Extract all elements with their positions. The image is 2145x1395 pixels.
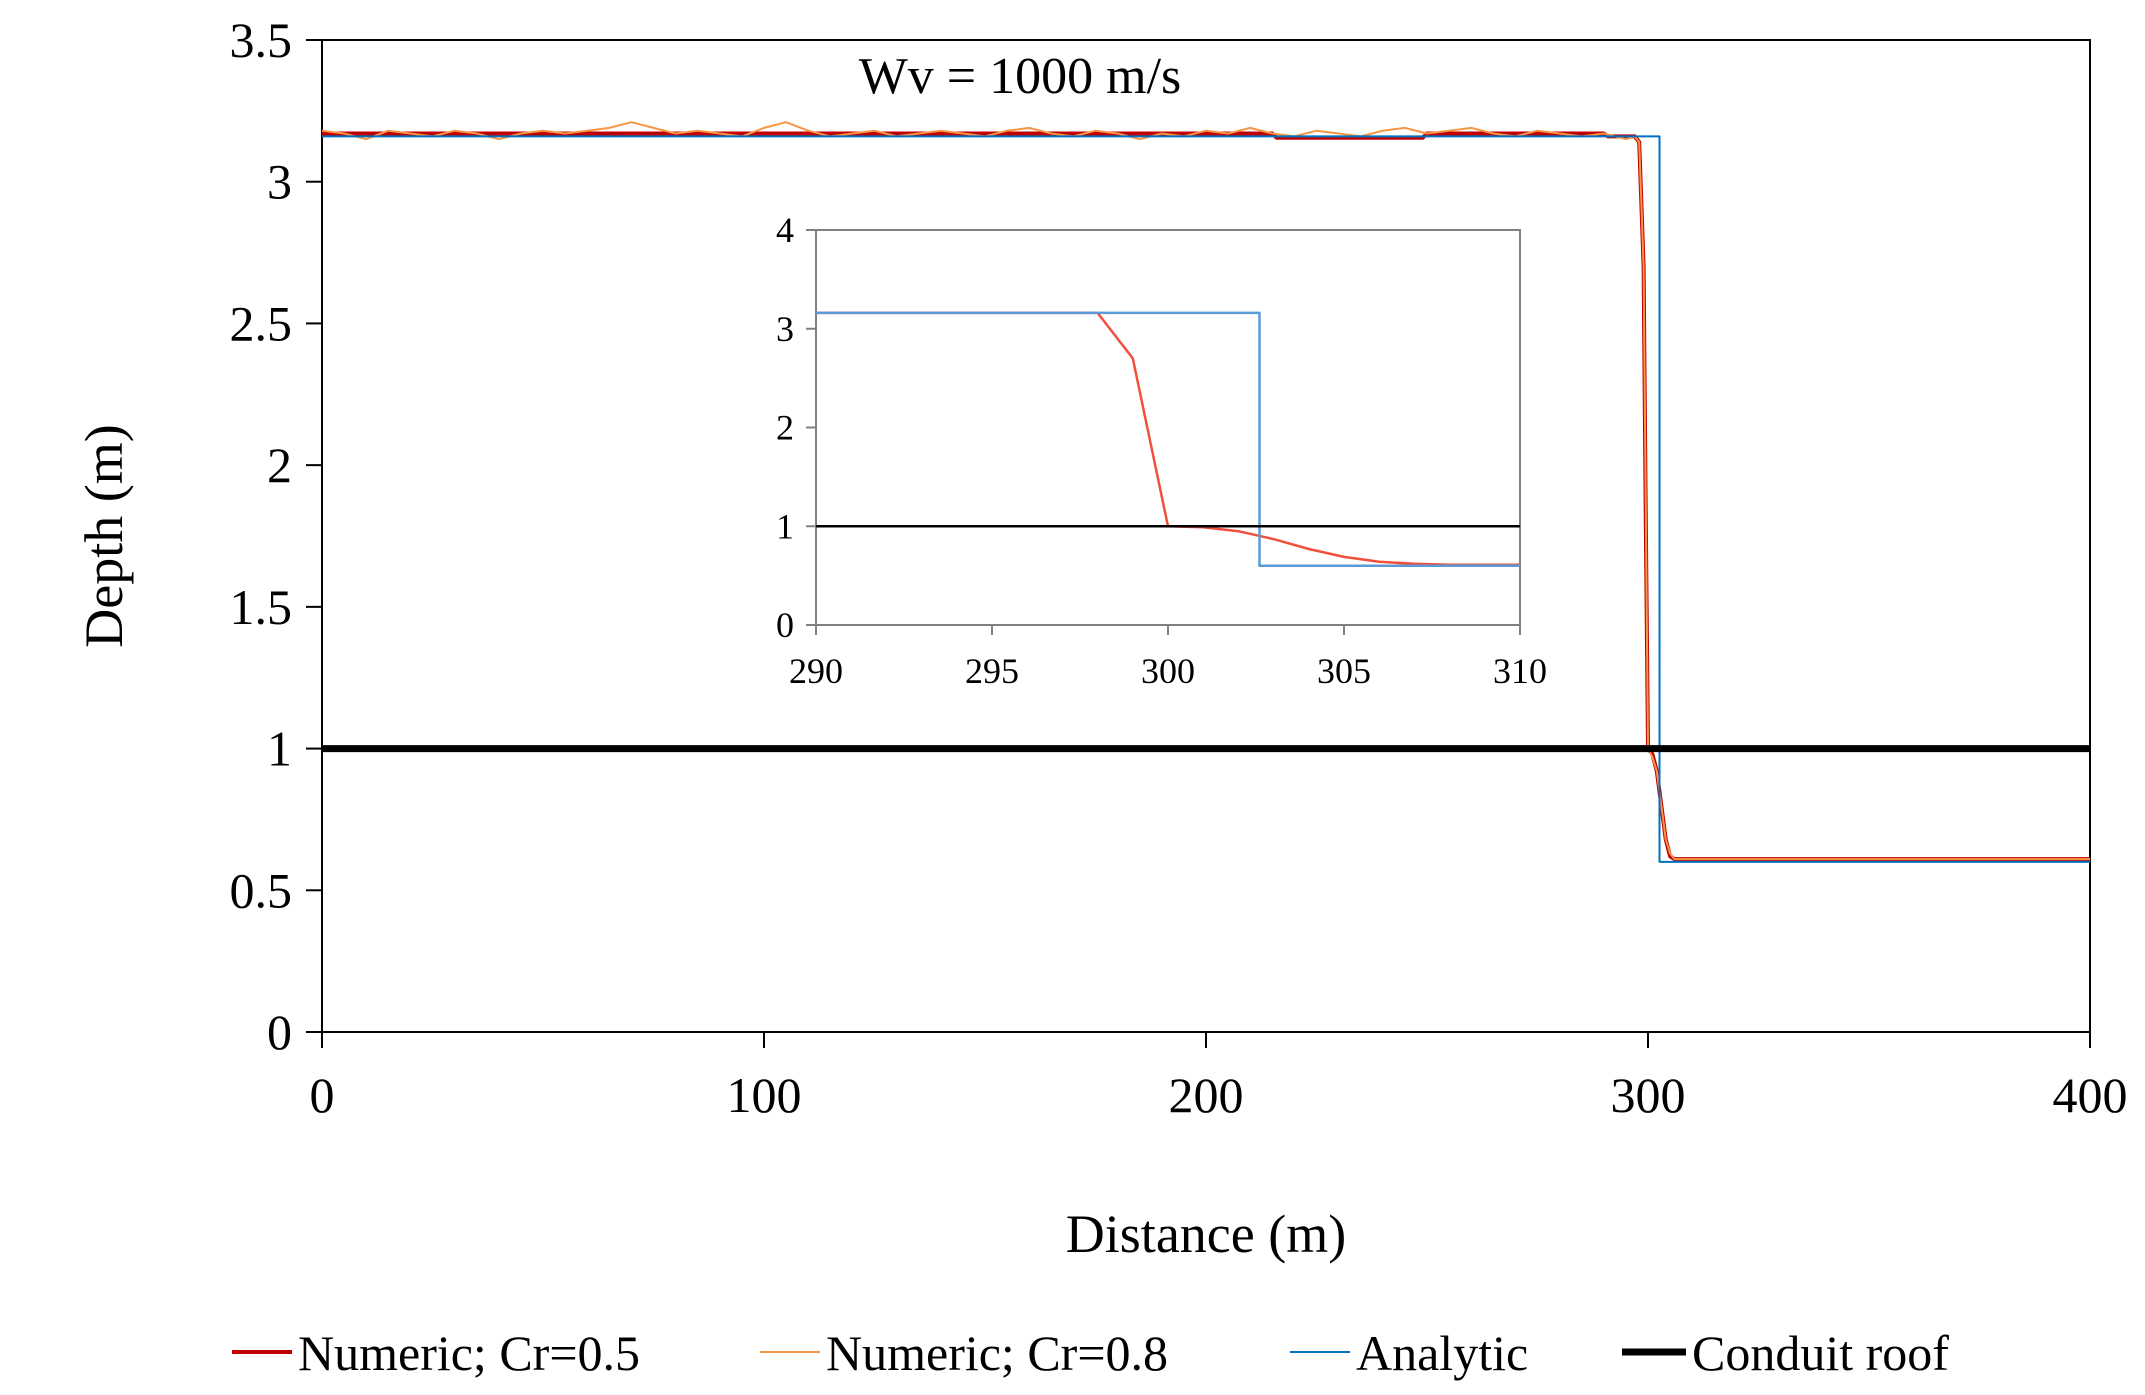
inset-chart: 290 295 300 305 310 0 1 2 3 4 bbox=[776, 210, 1547, 691]
wave-speed-annotation: Wv = 1000 m/s bbox=[859, 48, 1182, 105]
main-y-tick-label: 0.5 bbox=[230, 862, 293, 918]
y-axis-title: Depth (m) bbox=[74, 424, 134, 647]
main-axes-group: 0 100 200 300 400 0 0.5 1 1.5 2 2.5 3 3.5 bbox=[230, 12, 2128, 1123]
main-series-analytic bbox=[322, 135, 2090, 863]
legend-label-numeric-cr08: Numeric; Cr=0.8 bbox=[826, 1325, 1168, 1381]
inset-series-analytic bbox=[816, 311, 1520, 568]
x-axis-title: Distance (m) bbox=[1066, 1204, 1346, 1264]
legend: Numeric; Cr=0.5 Numeric; Cr=0.8 Analytic… bbox=[232, 1325, 1949, 1381]
inset-y-tick-label: 4 bbox=[776, 210, 794, 250]
inset-plot-area bbox=[815, 229, 1521, 626]
main-x-tick-label: 300 bbox=[1611, 1067, 1686, 1123]
inset-x-tick-label: 290 bbox=[789, 651, 843, 691]
main-x-tick-label: 200 bbox=[1169, 1067, 1244, 1123]
inset-x-tick-label: 310 bbox=[1493, 651, 1547, 691]
main-y-tick-label: 1 bbox=[267, 721, 292, 777]
main-y-tick-label: 2 bbox=[267, 437, 292, 493]
inset-series-group bbox=[816, 311, 1520, 568]
main-series-numeric-cr-0-8 bbox=[321, 121, 2090, 861]
inset-y-tick-label: 1 bbox=[776, 506, 794, 546]
legend-label-analytic: Analytic bbox=[1356, 1325, 1528, 1381]
main-x-tick-label: 100 bbox=[727, 1067, 802, 1123]
inset-axes-group: 290 295 300 305 310 0 1 2 3 4 bbox=[776, 210, 1547, 691]
legend-label-conduit-roof: Conduit roof bbox=[1692, 1325, 1949, 1381]
inset-y-tick-label: 2 bbox=[776, 408, 794, 448]
inset-y-tick-label: 0 bbox=[776, 605, 794, 645]
main-x-tick-label: 400 bbox=[2053, 1067, 2128, 1123]
legend-label-numeric-cr05: Numeric; Cr=0.5 bbox=[298, 1325, 640, 1381]
main-y-tick-label: 2.5 bbox=[230, 295, 293, 351]
main-x-tick-label: 0 bbox=[310, 1067, 335, 1123]
main-y-tick-label: 3 bbox=[267, 154, 292, 210]
inset-x-tick-label: 300 bbox=[1141, 651, 1195, 691]
main-y-tick-label: 1.5 bbox=[230, 579, 293, 635]
main-series-group bbox=[321, 121, 2090, 863]
main-y-tick-label: 0 bbox=[267, 1004, 292, 1060]
inset-x-tick-label: 305 bbox=[1317, 651, 1371, 691]
inset-y-tick-label: 3 bbox=[776, 309, 794, 349]
main-y-tick-label: 3.5 bbox=[230, 12, 293, 68]
inset-x-tick-label: 295 bbox=[965, 651, 1019, 691]
